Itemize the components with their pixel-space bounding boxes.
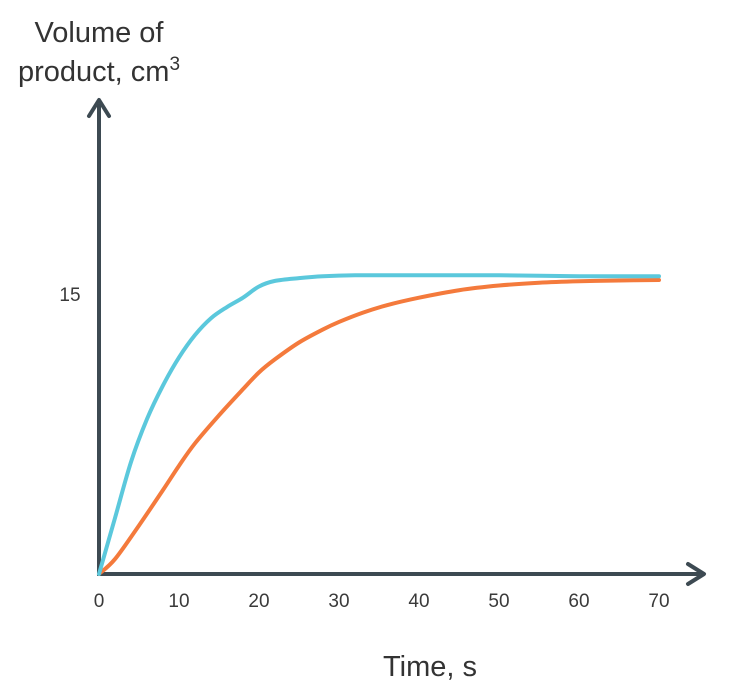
x-tick-label: 30 (328, 591, 349, 612)
x-tick-label: 50 (488, 591, 509, 612)
y-axis-title-line2: product, cm3 (18, 54, 180, 88)
x-tick-label: 10 (168, 591, 189, 612)
y-axis-title-line1: Volume of (35, 17, 165, 49)
y-axis-arrow (87, 98, 111, 118)
x-tick-label: 20 (248, 591, 269, 612)
x-axis-arrow (686, 562, 706, 586)
y-axis-title-superscript: 3 (169, 54, 180, 75)
series-line-orange (97, 277, 661, 576)
x-tick-label: 60 (568, 591, 589, 612)
x-tick-label: 70 (648, 591, 669, 612)
series-layer (97, 273, 661, 576)
series-line-blue (97, 273, 661, 576)
x-tick-label: 0 (94, 591, 105, 612)
x-tick-labels: 0 10 20 30 40 50 60 70 (94, 591, 670, 612)
y-tick-labels: 15 (59, 285, 80, 306)
y-axis-title-main: product, cm (18, 56, 170, 88)
x-axis-title: Time, s (383, 651, 477, 683)
x-tick-label: 40 (408, 591, 429, 612)
y-tick-label: 15 (59, 285, 80, 306)
